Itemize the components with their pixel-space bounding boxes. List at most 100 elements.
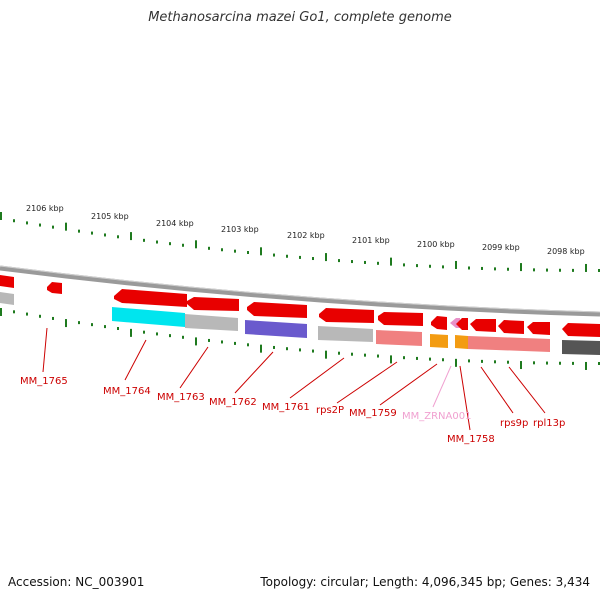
minor-tick [143,330,145,334]
minor-tick [273,345,275,349]
accession-label: Accession: NC_003901 [8,575,145,589]
minor-tick [208,338,210,342]
genome-backbone-highlight [0,265,600,313]
minor-tick [429,357,431,361]
minor-tick [299,348,301,352]
minor-tick [104,233,106,237]
minor-tick [481,359,483,363]
gene-label[interactable]: MM_1758 [447,434,495,445]
minor-tick [377,261,379,265]
feature-bar[interactable] [455,335,468,349]
minor-tick [156,240,158,244]
minor-tick [39,314,41,318]
feature-bar[interactable] [245,320,307,338]
minor-tick [91,323,93,327]
rna-label[interactable]: MM_ZRNA001 [402,411,471,422]
minor-tick [351,352,353,356]
minor-tick [143,238,145,242]
major-tick [65,222,67,231]
feature-bar[interactable] [430,334,448,348]
major-tick [325,253,327,262]
major-tick [390,257,392,266]
minor-tick [416,356,418,360]
gene-label[interactable]: MM_1764 [103,386,151,397]
gene-label[interactable]: MM_1761 [262,402,310,413]
major-tick [585,263,587,272]
minor-tick [169,334,171,338]
map-title: Methanosarcina mazei Go1, complete genom… [148,10,452,25]
major-tick [520,263,522,272]
scale-label: 2103 kbp [221,225,259,234]
gene-arrow[interactable] [187,297,239,311]
leader-line [42,327,48,373]
scale-label: 2100 kbp [417,240,455,249]
feature-bar[interactable] [318,326,373,342]
gene-arrow[interactable] [378,312,423,326]
upper-scale-ticks [0,212,600,272]
gene-label[interactable]: MM_1759 [349,408,397,419]
feature-bar[interactable] [562,340,600,355]
minor-tick [13,219,15,223]
minor-tick [234,341,236,345]
minor-tick [572,361,574,365]
minor-tick [78,229,80,233]
gene-label[interactable]: rps2P [316,405,344,416]
gene-arrow[interactable] [247,302,307,318]
minor-tick [559,268,561,272]
gene-arrow[interactable] [527,322,550,335]
gene-arrow[interactable] [470,319,496,332]
minor-tick [494,267,496,271]
major-tick [260,247,262,256]
gene-arrow[interactable] [562,323,600,337]
scale-labels: 2106 kbp 2105 kbp 2104 kbp 2103 kbp 2102… [26,204,585,256]
feature-bar[interactable] [524,338,550,352]
leader-line [480,366,514,414]
feature-bar[interactable] [185,314,238,331]
genome-backbone [0,265,600,317]
minor-tick [507,267,509,271]
feature-bar[interactable] [496,337,524,351]
major-tick [390,355,392,364]
minor-tick [156,332,158,336]
minor-tick [234,249,236,253]
gene-arrow[interactable] [498,320,524,334]
gene-arrow[interactable] [114,289,187,307]
major-tick [195,240,197,249]
minor-tick [169,242,171,246]
major-tick [520,361,522,370]
minor-tick [312,349,314,353]
minor-tick [117,327,119,331]
gene-arrow[interactable] [0,275,14,288]
minor-tick [468,266,470,270]
leader-line [289,357,345,399]
feature-bar[interactable] [376,330,422,346]
minor-tick [26,312,28,316]
gene-label[interactable]: rpl13p [533,418,565,429]
feature-bars [0,292,600,355]
minor-tick [39,223,41,227]
gene-arrow[interactable] [319,308,374,323]
feature-bar[interactable] [0,292,14,305]
minor-tick [221,340,223,344]
gene-arrow[interactable] [456,318,468,330]
minor-tick [442,358,444,362]
feature-bar[interactable] [468,336,496,350]
gene-label[interactable]: MM_1762 [209,397,257,408]
major-tick [130,328,132,337]
minor-tick [273,253,275,257]
scale-label: 2101 kbp [352,236,390,245]
gene-arrows [0,275,600,337]
leader-line [432,365,452,408]
gene-arrow[interactable] [431,316,447,330]
minor-tick [208,246,210,250]
gene-label[interactable]: MM_1763 [157,392,205,403]
gene-label[interactable]: rps9p [500,418,528,429]
leader-line [124,339,147,381]
major-tick [325,350,327,359]
minor-tick [299,255,301,259]
gene-arrow[interactable] [47,282,62,294]
minor-tick [364,353,366,357]
minor-tick [117,235,119,239]
gene-label[interactable]: MM_1765 [20,376,68,387]
feature-bar[interactable] [112,307,185,327]
